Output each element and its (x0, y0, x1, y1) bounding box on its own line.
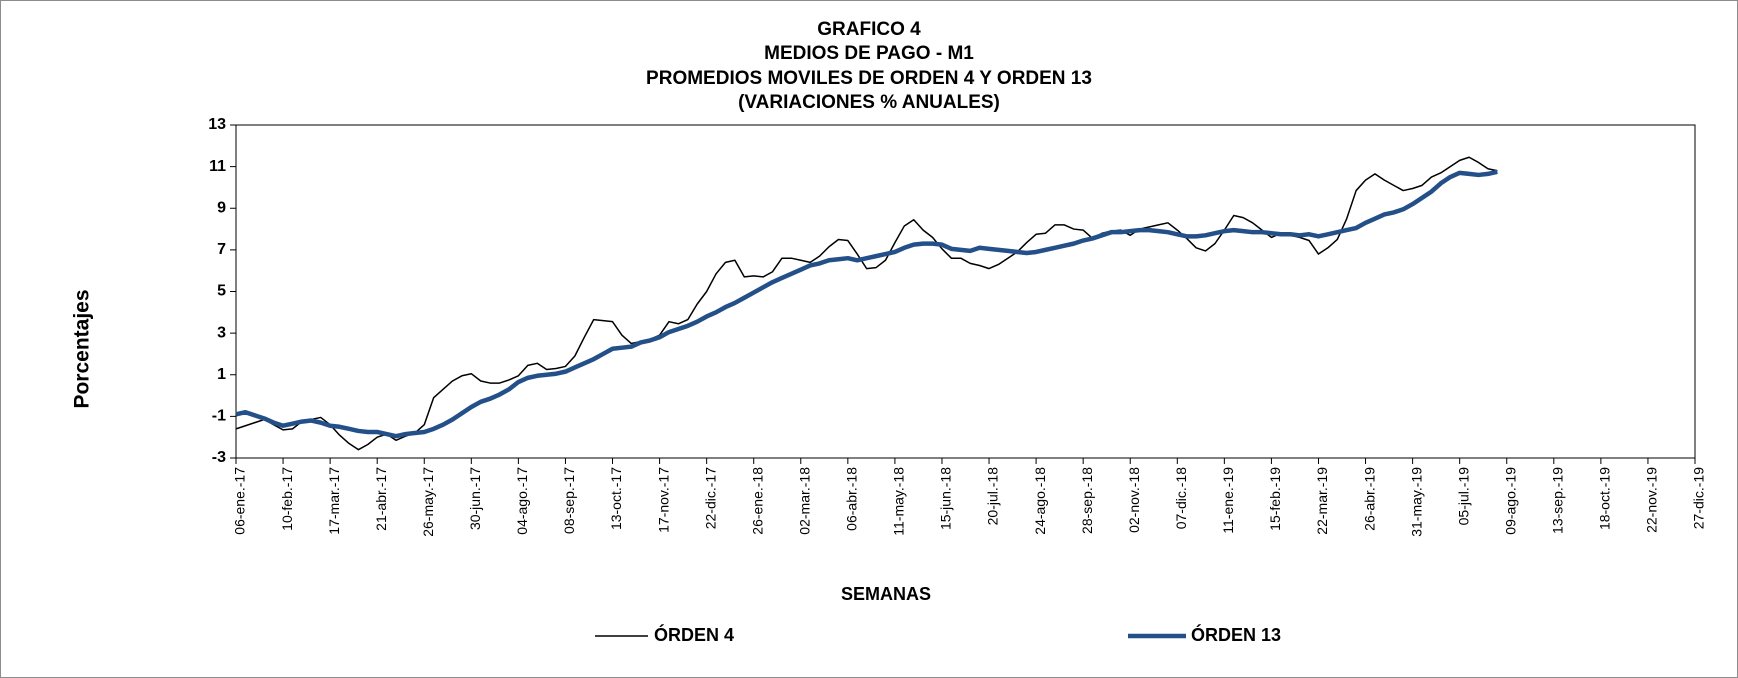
x-tick-label: 13-oct.-17 (608, 467, 624, 530)
chart-title: MEDIOS DE PAGO - M1 (764, 43, 974, 64)
x-tick-label: 02-mar.-18 (796, 467, 812, 535)
y-tick-label: -3 (212, 449, 226, 466)
x-tick-label: 11-ene.-19 (1220, 467, 1236, 534)
y-tick-label: 3 (217, 324, 226, 341)
series-line (235, 169, 1498, 439)
x-tick-label: 02-nov.-18 (1126, 467, 1142, 533)
x-tick-label: 15-feb.-19 (1267, 467, 1283, 531)
x-tick-label: 13-sep.-19 (1550, 467, 1566, 534)
chart-title: PROMEDIOS MOVILES DE ORDEN 4 Y ORDEN 13 (646, 68, 1092, 89)
x-tick-label: 08-sep.-17 (561, 467, 577, 534)
x-tick-label: 28-sep.-18 (1079, 467, 1095, 534)
x-tick-label: 30-jun.-17 (467, 467, 483, 530)
x-tick-label: 20-jul.-18 (985, 467, 1001, 526)
x-tick-label: 10-feb.-17 (279, 467, 295, 531)
y-tick-label: 11 (209, 158, 226, 175)
x-axis-title: SEMANAS (841, 584, 931, 604)
x-tick-label: 17-nov.-17 (655, 467, 671, 533)
x-tick-label: 04-ago.-17 (514, 467, 530, 535)
x-tick-label: 26-abr.-19 (1361, 467, 1377, 531)
x-tick-label: 05-jul.-19 (1455, 467, 1471, 526)
x-tick-label: 06-abr.-18 (844, 467, 860, 531)
x-tick-label: 27-dic.-19 (1691, 467, 1707, 529)
x-tick-label: 17-mar.-17 (326, 467, 342, 535)
chart-title: (VARIACIONES % ANUALES) (738, 92, 1000, 113)
x-tick-label: 22-nov.-19 (1644, 467, 1660, 533)
x-tick-label: 26-may.-17 (420, 467, 436, 537)
x-tick-label: 24-ago.-18 (1032, 467, 1048, 535)
y-tick-label: 13 (208, 116, 226, 133)
x-tick-label: 22-dic.-17 (702, 467, 718, 529)
legend-label: ÓRDEN 13 (1191, 624, 1281, 645)
x-tick-label: 11-may.-18 (891, 467, 907, 536)
y-tick-label: -1 (212, 408, 226, 425)
y-tick-label: 7 (217, 241, 226, 258)
y-tick-label: 1 (217, 366, 226, 383)
y-tick-label: 5 (217, 283, 226, 300)
x-tick-label: 26-ene.-18 (749, 467, 765, 535)
x-tick-label: 31-may.-19 (1408, 467, 1424, 537)
x-tick-label: 07-dic.-18 (1173, 467, 1189, 529)
x-tick-label: 21-abr.-17 (373, 467, 389, 531)
x-tick-label: 06-ene.-17 (232, 467, 248, 535)
x-tick-label: 18-oct.-19 (1597, 467, 1613, 530)
legend-label: ÓRDEN 4 (654, 624, 734, 645)
y-tick-label: 9 (217, 199, 226, 216)
y-axis-title: Porcentajes (71, 289, 94, 408)
x-tick-label: 22-mar.-19 (1314, 467, 1330, 535)
x-tick-label: 15-jun.-18 (938, 467, 954, 530)
x-tick-label: 09-ago.-19 (1502, 467, 1518, 535)
chart-title: GRAFICO 4 (817, 19, 921, 40)
